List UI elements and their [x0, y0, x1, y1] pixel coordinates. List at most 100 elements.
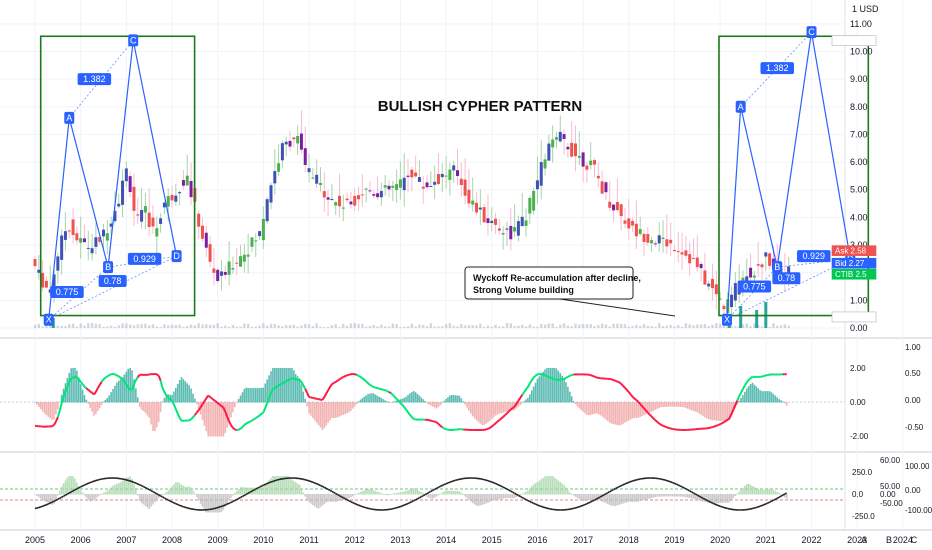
osc1-signal-line: [747, 377, 752, 381]
osc2-histogram-bar: [439, 493, 442, 495]
osc2-histogram-bar: [757, 488, 759, 495]
osc1-histogram-bar: [424, 401, 426, 403]
osc2-histogram-bar: [405, 490, 407, 495]
osc2-signal-line: [185, 506, 188, 509]
osc2-histogram-bar: [85, 494, 88, 498]
osc1-signal-line: [594, 375, 597, 379]
osc2-signal-line: [769, 500, 772, 503]
osc2-histogram-bar: [106, 490, 109, 495]
candle-body: [364, 188, 368, 190]
osc1-signal-line: [346, 373, 350, 377]
osc2-histogram-bar: [152, 494, 154, 505]
osc2-histogram-bar: [422, 493, 425, 495]
volume-bar: [296, 326, 299, 328]
price-tag-label: CTIB 2.5: [835, 270, 867, 279]
osc2-histogram-bar: [778, 492, 780, 495]
osc2-histogram-bar: [399, 492, 402, 495]
price-tag-box: [831, 257, 877, 269]
ratio-badge: [737, 280, 772, 293]
osc1-signal-line: [373, 386, 376, 389]
volume-bar: [159, 326, 162, 328]
osc2-histogram-bar: [536, 482, 539, 495]
osc2-signal-line: [306, 479, 310, 482]
osc1-histogram-bar: [449, 395, 451, 403]
osc2-signal-line: [630, 480, 633, 483]
osc1-histogram-bar: [331, 402, 333, 418]
osc1-signal-line: [390, 392, 394, 396]
osc2-histogram-bar: [119, 482, 122, 495]
volume-bar: [125, 323, 128, 328]
osc1-signal-line: [375, 386, 378, 390]
x-tick-label: 2024: [893, 535, 913, 545]
osc1-histogram-bar: [559, 373, 562, 403]
osc1-histogram-bar: [138, 402, 141, 407]
osc1-histogram-bar: [713, 402, 716, 421]
osc1-histogram-bar: [201, 402, 204, 421]
candle-body: [471, 200, 475, 205]
osc2-histogram-bar: [414, 488, 417, 495]
osc2-histogram-bar: [235, 490, 238, 495]
osc2-signal-line: [55, 498, 59, 501]
osc2-histogram-bar: [567, 490, 569, 495]
osc2-signal-line: [352, 501, 356, 505]
volume-bar: [650, 325, 653, 328]
osc2-histogram-bar: [671, 494, 674, 497]
volume-bar: [779, 325, 783, 328]
osc1-signal-line: [548, 376, 552, 379]
candle-body: [604, 182, 608, 193]
osc1-histogram-bar: [487, 402, 489, 423]
osc1-histogram-bar: [142, 402, 145, 411]
osc1-histogram-bar: [258, 388, 261, 403]
volume-bar: [90, 323, 94, 328]
osc1-histogram-bar: [317, 402, 320, 426]
osc2-histogram-bar: [694, 494, 697, 500]
osc2-histogram-bar: [173, 484, 175, 495]
osc1-signal-line: [169, 398, 173, 402]
osc2-signal-line: [346, 499, 350, 502]
candle-body: [669, 239, 673, 244]
osc2-histogram-bar: [376, 491, 379, 495]
volume-bar: [513, 326, 516, 328]
osc2-histogram-bar: [112, 485, 114, 495]
osc2-histogram-bar: [81, 492, 84, 495]
osc1-histogram-bar: [180, 377, 183, 403]
osc2-histogram-bar: [447, 490, 449, 495]
osc2-histogram-bar: [161, 494, 164, 496]
volume-bar: [540, 323, 543, 328]
osc1-histogram-bar: [439, 402, 442, 406]
osc2-histogram-bar: [104, 491, 107, 495]
osc1-histogram-bar: [230, 402, 232, 418]
osc1-signal-line: [738, 392, 742, 397]
osc2-histogram-bar: [287, 476, 289, 495]
osc2-signal-line: [276, 478, 279, 481]
volume-bar: [756, 325, 760, 328]
volume-bar: [128, 324, 132, 328]
osc2-histogram-bar: [313, 494, 316, 507]
candle-body: [417, 177, 421, 182]
osc1-histogram-bar: [323, 402, 326, 429]
osc1-signal-line: [650, 415, 655, 420]
osc2-histogram-bar: [87, 494, 90, 500]
osc1-histogram-bar: [148, 402, 150, 418]
osc1-signal-line: [148, 373, 152, 376]
osc2-signal-line: [156, 493, 160, 496]
osc1-signal-line: [660, 423, 664, 427]
osc2-tick-outer: 0.00: [905, 486, 921, 495]
volume-bar: [64, 326, 67, 328]
osc2-signal-line: [337, 493, 340, 497]
point-badge: [772, 261, 783, 274]
osc1-histogram-bar: [135, 388, 137, 403]
pattern-point-a: A: [735, 100, 746, 113]
osc1-histogram-bar: [249, 388, 251, 403]
osc1-signal-line: [239, 426, 244, 430]
candle-body: [448, 169, 452, 180]
osc2-signal-line: [759, 504, 763, 507]
osc1-signal-line: [658, 422, 662, 426]
volume-bar: [338, 326, 341, 328]
osc2-signal-line: [251, 489, 255, 492]
osc1-histogram-bar: [506, 402, 508, 412]
osc2-signal-line: [441, 483, 445, 487]
osc1-histogram-bar: [686, 402, 689, 409]
volume-bar: [395, 324, 398, 328]
volume-bar: [220, 326, 223, 328]
